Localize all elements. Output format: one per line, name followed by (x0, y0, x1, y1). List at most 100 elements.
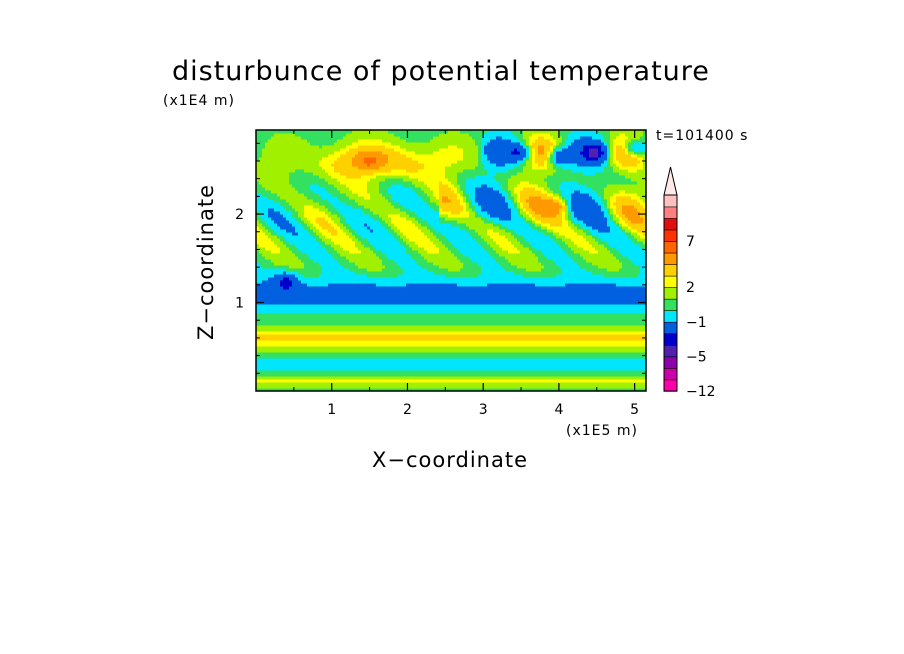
field-cell (367, 370, 371, 374)
field-cell (397, 163, 401, 167)
field-cell (280, 136, 284, 140)
field-cell (295, 373, 299, 377)
field-cell (412, 334, 416, 338)
field-cell (421, 388, 425, 391)
field-cell (385, 265, 389, 269)
field-cell (277, 283, 281, 287)
field-cell (421, 364, 425, 368)
field-cell (370, 148, 374, 152)
field-cell (418, 346, 422, 350)
field-cell (289, 352, 293, 356)
field-cell (409, 253, 413, 257)
field-cell (271, 256, 275, 260)
field-cell (289, 355, 293, 359)
field-cell (346, 322, 350, 326)
field-cell (373, 286, 377, 290)
field-cell (271, 292, 275, 296)
field-cell (313, 316, 317, 320)
field-cell (334, 142, 338, 146)
field-cell (316, 316, 320, 320)
field-cell (403, 328, 407, 332)
field-cell (334, 172, 338, 176)
field-cell (370, 346, 374, 350)
field-cell (310, 187, 314, 191)
field-cell (292, 205, 296, 209)
field-cell (358, 157, 362, 161)
field-cell (367, 373, 371, 377)
field-cell (364, 388, 368, 391)
field-cell (376, 271, 380, 275)
field-cell (328, 181, 332, 185)
field-cell (271, 283, 275, 287)
field-cell (403, 247, 407, 251)
field-cell (352, 337, 356, 341)
field-cell (400, 337, 404, 341)
field-cell (355, 223, 359, 227)
field-cell (283, 205, 287, 209)
field-cell (412, 238, 416, 242)
field-cell (403, 277, 407, 281)
field-cell (256, 355, 260, 359)
field-cell (382, 328, 386, 332)
field-cell (355, 151, 359, 155)
field-cell (265, 205, 269, 209)
field-cell (427, 322, 431, 326)
field-cell (295, 208, 299, 212)
field-cell (331, 331, 335, 335)
field-cell (331, 283, 335, 287)
field-cell (283, 265, 287, 269)
field-cell (394, 292, 398, 296)
field-cell (394, 343, 398, 347)
field-cell (256, 244, 260, 248)
field-cell (367, 184, 371, 188)
field-cell (316, 328, 320, 332)
field-cell (394, 259, 398, 263)
field-cell (271, 268, 275, 272)
field-cell (256, 136, 260, 140)
field-cell (382, 151, 386, 155)
field-cell (322, 274, 326, 278)
field-cell (358, 187, 362, 191)
field-cell (259, 361, 263, 365)
field-cell (370, 205, 374, 209)
field-cell (400, 265, 404, 269)
field-cell (283, 238, 287, 242)
field-cell (421, 244, 425, 248)
field-cell (328, 367, 332, 371)
field-cell (397, 352, 401, 356)
field-cell (352, 136, 356, 140)
field-cell (340, 250, 344, 254)
field-cell (355, 307, 359, 311)
field-cell (295, 382, 299, 386)
field-cell (319, 235, 323, 239)
field-cell (319, 286, 323, 290)
field-cell (268, 253, 272, 257)
field-cell (415, 298, 419, 302)
field-cell (394, 289, 398, 293)
field-cell (397, 355, 401, 359)
field-cell (298, 148, 302, 152)
field-cell (373, 274, 377, 278)
field-cell (412, 298, 416, 302)
field-cell (340, 319, 344, 323)
field-cell (412, 139, 416, 143)
field-cell (355, 154, 359, 158)
field-cell (427, 349, 431, 353)
field-cell (361, 259, 365, 263)
field-cell (337, 358, 341, 362)
field-cell (352, 232, 356, 236)
field-cell (304, 160, 308, 164)
field-cell (328, 229, 332, 233)
field-cell (307, 145, 311, 149)
field-cell (397, 313, 401, 317)
field-cell (382, 214, 386, 218)
field-cell (391, 247, 395, 251)
field-cell (370, 184, 374, 188)
field-cell (271, 310, 275, 314)
field-cell (385, 343, 389, 347)
field-cell (310, 163, 314, 167)
field-cell (424, 280, 428, 284)
field-cell (370, 355, 374, 359)
field-cell (337, 223, 341, 227)
field-cell (319, 358, 323, 362)
